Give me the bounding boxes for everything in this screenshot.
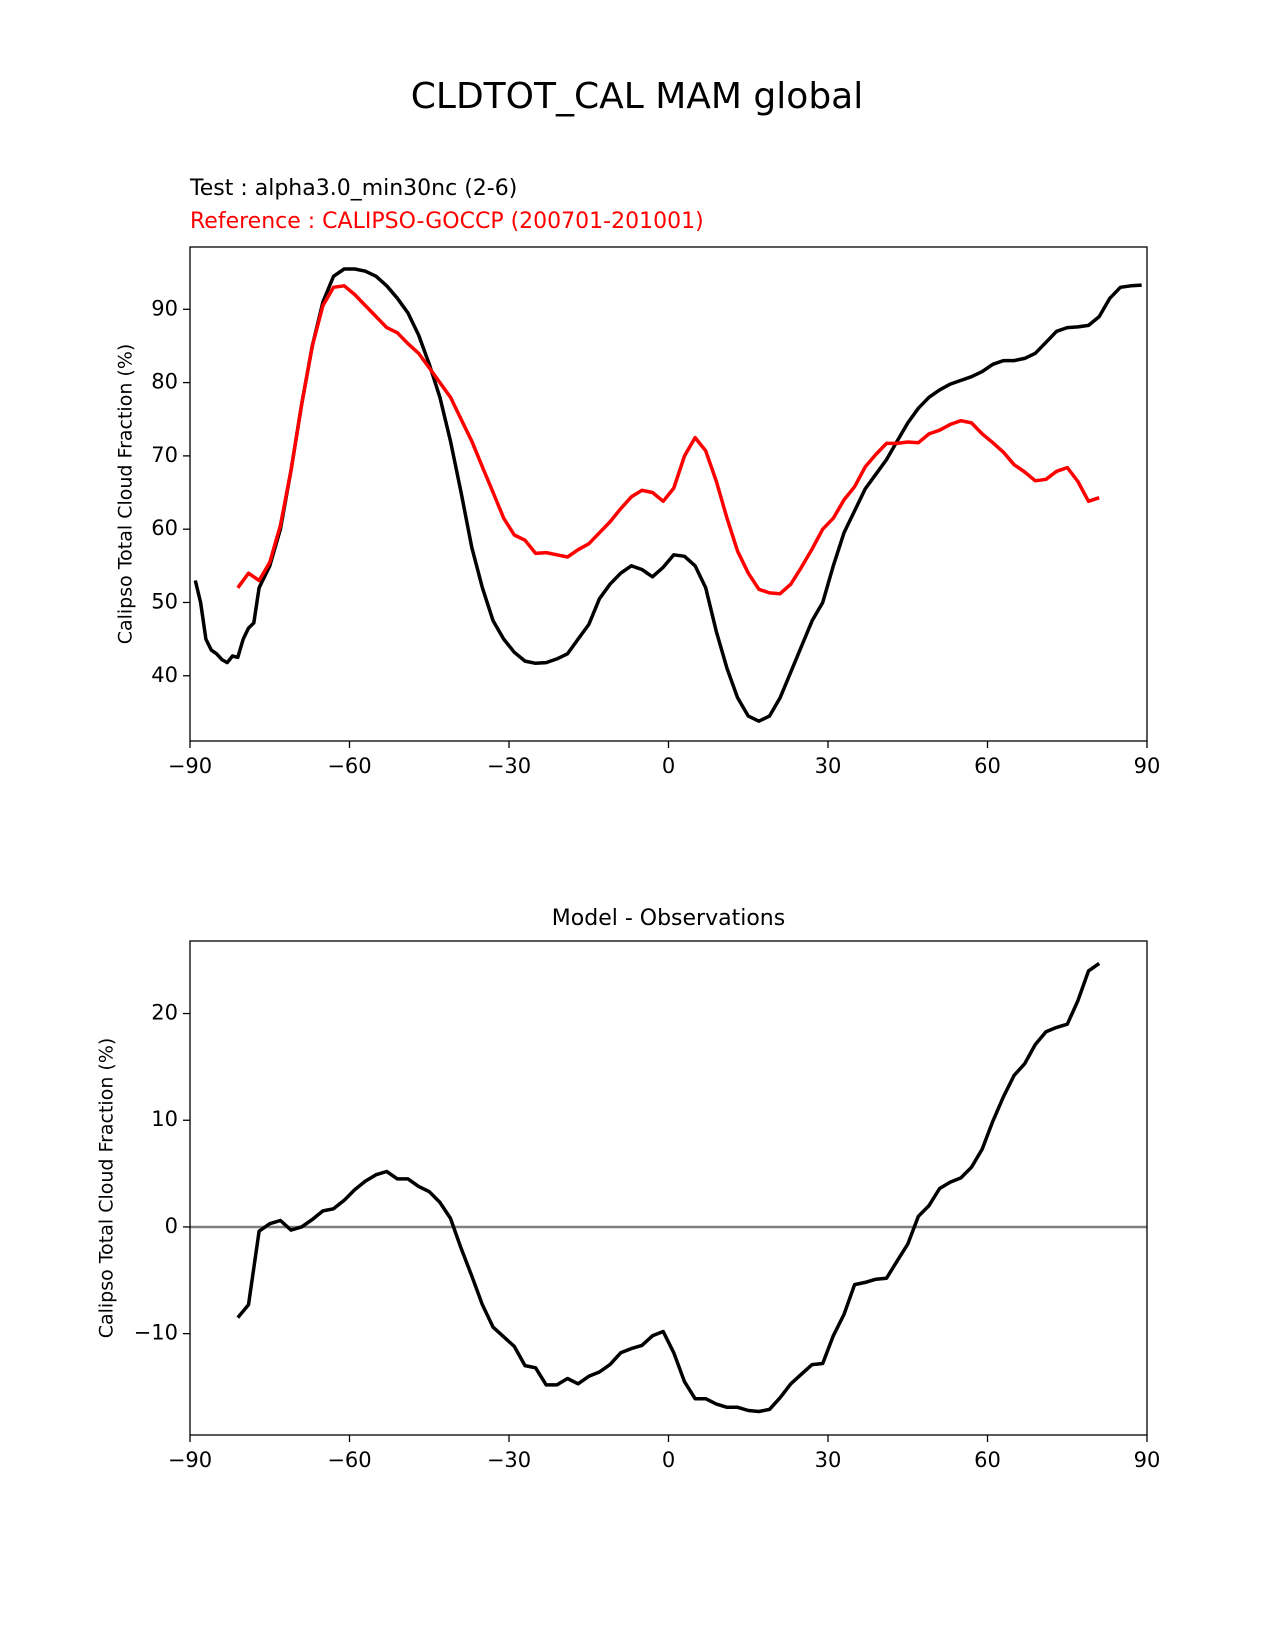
y-axis-label: Calipso Total Cloud Fraction (%) bbox=[96, 1038, 118, 1339]
y-tick-label: 10 bbox=[151, 1107, 178, 1131]
x-tick-label: 0 bbox=[662, 1448, 675, 1472]
y-tick-label: −10 bbox=[134, 1321, 178, 1345]
x-tick-label: −30 bbox=[487, 754, 531, 778]
y-tick-label: 20 bbox=[151, 1001, 178, 1025]
plot-frame bbox=[189, 940, 1148, 1436]
y-tick-label: 60 bbox=[151, 516, 178, 540]
data-line bbox=[236, 961, 1101, 1414]
y-tick-label: 80 bbox=[151, 370, 178, 394]
x-tick-label: 90 bbox=[1134, 754, 1161, 778]
x-tick-label: 60 bbox=[974, 754, 1001, 778]
x-tick-label: −30 bbox=[487, 1448, 531, 1472]
x-tick-label: −90 bbox=[168, 1448, 212, 1472]
chart-title: Model - Observations bbox=[552, 906, 785, 931]
x-tick-label: 30 bbox=[815, 1448, 842, 1472]
x-tick-label: 0 bbox=[662, 754, 675, 778]
x-tick-label: 90 bbox=[1134, 1448, 1161, 1472]
x-tick-label: −90 bbox=[168, 754, 212, 778]
x-tick-label: −60 bbox=[327, 1448, 371, 1472]
x-tick-label: 60 bbox=[974, 1448, 1001, 1472]
reference-label: Reference : CALIPSO-GOCCP (200701-201001… bbox=[190, 209, 704, 234]
data-line bbox=[236, 284, 1100, 596]
figure-title: CLDTOT_CAL MAM global bbox=[411, 76, 863, 117]
x-tick-label: 30 bbox=[815, 754, 842, 778]
y-tick-label: 50 bbox=[151, 589, 178, 613]
y-tick-label: 90 bbox=[151, 296, 178, 320]
y-tick-label: 0 bbox=[165, 1214, 178, 1238]
test-label: Test : alpha3.0_min30nc (2-6) bbox=[189, 176, 517, 201]
y-tick-label: 40 bbox=[151, 663, 178, 687]
y-axis-label: Calipso Total Cloud Fraction (%) bbox=[115, 344, 137, 645]
y-tick-label: 70 bbox=[151, 443, 178, 467]
x-tick-label: −60 bbox=[327, 754, 371, 778]
